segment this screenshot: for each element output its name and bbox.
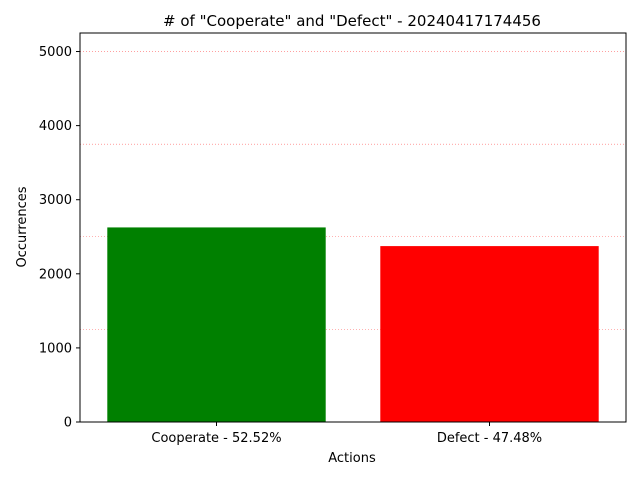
y-tick-label-1000: 1000 — [39, 341, 72, 356]
y-tick-label-5000: 5000 — [39, 45, 72, 60]
y-tick-label-2000: 2000 — [39, 267, 72, 282]
y-ticks: 0 1000 2000 3000 4000 5000 — [39, 45, 80, 431]
x-tick-label-0: Cooperate - 52.52% — [151, 431, 281, 446]
y-tick-label-4000: 4000 — [39, 119, 72, 134]
y-tick-label-0: 0 — [64, 416, 72, 431]
axes — [79, 32, 627, 423]
bar-defect — [380, 246, 599, 422]
bars — [107, 227, 599, 422]
x-axis-label: Actions — [328, 451, 376, 466]
chart-title: # of "Cooperate" and "Defect" - 20240417… — [163, 12, 541, 30]
bar-cooperate — [107, 227, 326, 422]
x-tick-label-1: Defect - 47.48% — [437, 431, 542, 446]
x-ticks: Cooperate - 52.52% Defect - 47.48% — [151, 422, 542, 446]
plot-frame — [79, 32, 627, 423]
y-axis-label: Occurrences — [15, 186, 30, 267]
y-tick-label-3000: 3000 — [39, 193, 72, 208]
